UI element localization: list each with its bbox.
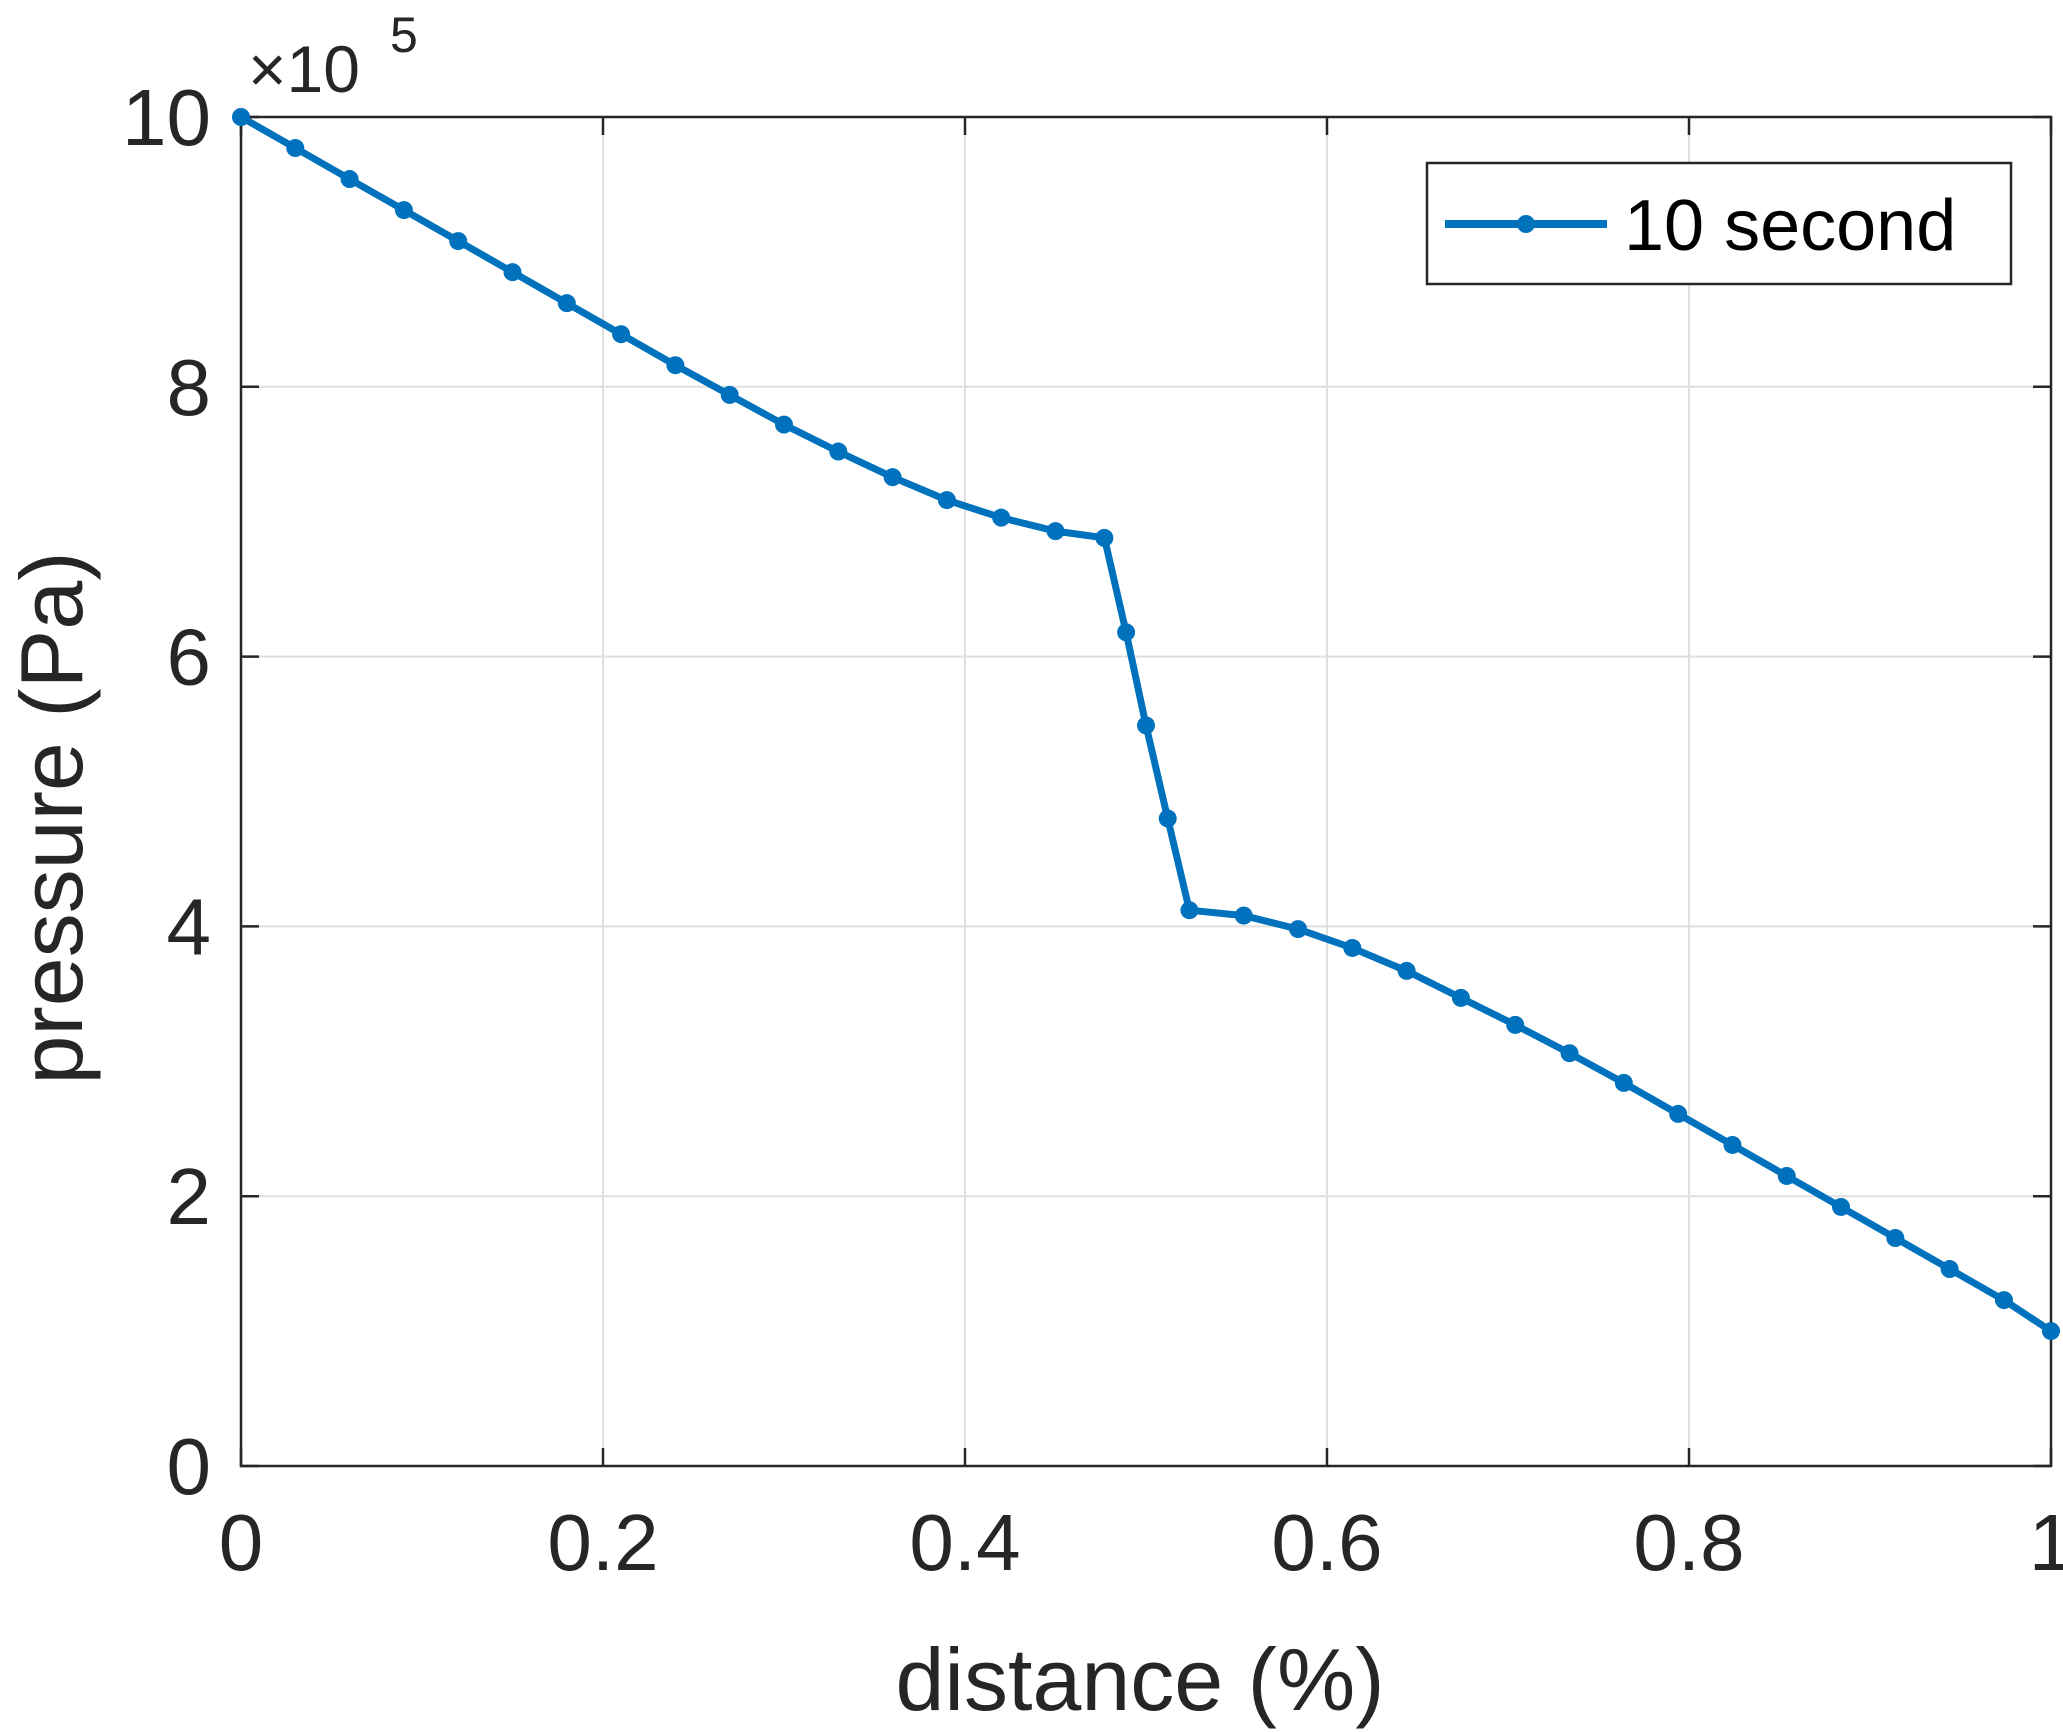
y-tick-label: 4	[167, 882, 212, 971]
data-point	[1137, 716, 1155, 735]
data-point	[612, 325, 631, 344]
data-point	[1832, 1197, 1851, 1216]
data-point	[720, 385, 739, 404]
x-tick-label: 0.6	[1271, 1498, 1382, 1587]
data-series	[232, 108, 2060, 1341]
data-point	[340, 170, 359, 189]
data-point	[992, 508, 1011, 527]
data-point	[449, 232, 468, 251]
x-tick-label: 0.8	[1633, 1498, 1744, 1587]
data-point	[1046, 522, 1065, 541]
x-tick-label: 0	[219, 1498, 264, 1587]
data-point	[2042, 1322, 2060, 1341]
data-point	[1343, 938, 1362, 957]
y-multiplier-exponent: 5	[390, 7, 418, 63]
x-tick-label: 1	[2029, 1498, 2063, 1587]
y-axis-multiplier: ×10 5	[248, 7, 418, 106]
grid-lines	[241, 117, 2051, 1466]
data-point	[503, 263, 522, 282]
data-point	[1723, 1135, 1742, 1154]
data-point	[1095, 528, 1114, 547]
data-point	[775, 415, 793, 434]
legend-marker-sample	[1517, 215, 1535, 233]
data-point	[286, 139, 305, 158]
data-point	[1940, 1260, 1959, 1279]
data-point	[1289, 920, 1308, 939]
data-point	[1777, 1166, 1796, 1185]
legend-label: 10 second	[1624, 186, 1956, 266]
data-point	[1117, 623, 1136, 642]
y-axis-label: pressure (Pa)	[2, 551, 101, 1084]
data-point	[1560, 1044, 1579, 1063]
x-tick-label: 0.2	[547, 1498, 658, 1587]
data-point	[1669, 1104, 1688, 1123]
data-point	[394, 201, 413, 220]
data-point	[232, 108, 250, 126]
data-point	[1994, 1291, 2013, 1310]
data-point	[1234, 906, 1253, 925]
y-multiplier-base: ×10	[248, 32, 360, 106]
data-point	[1451, 988, 1470, 1007]
data-point	[1397, 961, 1416, 980]
x-tick-label: 0.4	[909, 1498, 1020, 1587]
data-point	[1614, 1073, 1633, 1092]
y-tick-label: 10	[122, 73, 211, 162]
data-point	[1158, 809, 1177, 828]
x-axis-label: distance (%)	[895, 1630, 1384, 1729]
data-point	[666, 356, 685, 375]
y-tick-label: 6	[167, 613, 212, 702]
data-point	[937, 491, 956, 510]
legend: 10 second	[1425, 161, 2013, 286]
data-point	[1886, 1229, 1905, 1248]
data-point	[829, 442, 848, 461]
data-point	[557, 294, 576, 313]
y-tick-label: 8	[167, 343, 212, 432]
y-tick-label: 0	[167, 1422, 212, 1511]
axes-box	[239, 115, 2053, 1468]
data-point	[883, 468, 902, 487]
data-point	[1506, 1015, 1525, 1034]
plot-area-border	[239, 115, 2053, 1468]
data-point	[1180, 901, 1199, 920]
y-tick-label: 2	[167, 1152, 212, 1241]
